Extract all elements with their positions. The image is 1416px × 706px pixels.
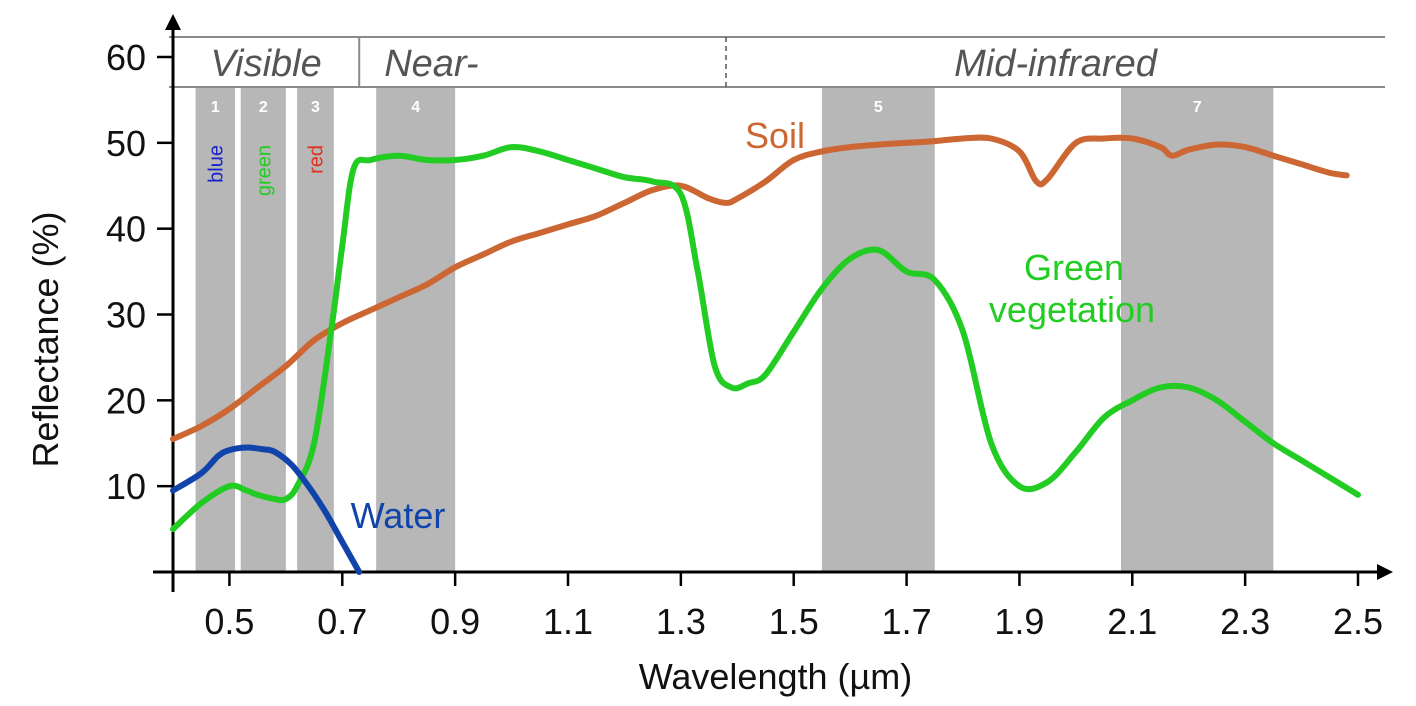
band-4-column <box>376 87 456 572</box>
y-axis-title: Reflectance (%) <box>25 211 66 467</box>
band-7-number: 7 <box>1193 99 1202 116</box>
chart-series <box>170 134 1361 575</box>
y-axis-arrow-icon <box>165 14 181 30</box>
region-label-3: Mid-infrared <box>954 43 1159 85</box>
x-tick-label: 2.3 <box>1220 601 1270 642</box>
band-5-column <box>821 87 935 572</box>
x-tick-label: 0.7 <box>317 601 367 642</box>
band-2-color-label: green <box>253 145 275 196</box>
series-line-water <box>170 444 363 575</box>
band-3-number: 3 <box>311 99 320 116</box>
x-tick-label: 1.9 <box>994 601 1044 642</box>
spectral-region-header: Visible Near- Mid-infrared <box>169 36 1385 88</box>
y-tick-label: 30 <box>106 295 146 336</box>
y-tick-label: 60 <box>106 37 146 78</box>
band-3-color-label: red <box>305 145 327 174</box>
y-tick-label: 50 <box>106 123 146 164</box>
region-label-2: Near- <box>384 43 478 85</box>
x-axis-arrow-icon <box>1377 564 1393 580</box>
band-4-number: 4 <box>411 99 420 116</box>
y-tick-label: 40 <box>106 209 146 250</box>
x-tick-label: 0.9 <box>430 601 480 642</box>
band-2-number: 2 <box>259 99 268 116</box>
y-tick-label: 20 <box>106 380 146 421</box>
x-tick-label: 1.3 <box>656 601 706 642</box>
x-tick-label: 0.5 <box>204 601 254 642</box>
x-tick-label: 2.1 <box>1107 601 1157 642</box>
series-line-soil <box>170 134 1350 442</box>
series-line-green-vegetation <box>170 143 1361 533</box>
band-7-column <box>1121 87 1274 572</box>
x-tick-label: 2.5 <box>1333 601 1383 642</box>
series-label-green: Green <box>1024 247 1124 288</box>
region-label-1: Visible <box>210 43 321 85</box>
x-tick-label: 1.1 <box>543 601 593 642</box>
band-1-color-label: blue <box>205 145 227 183</box>
x-tick-label: 1.7 <box>882 601 932 642</box>
band-5-number: 5 <box>874 99 883 116</box>
x-axis-title: Wavelength (µm) <box>639 656 912 697</box>
y-tick-label: 10 <box>106 466 146 507</box>
series-label-soil: Soil <box>745 115 805 156</box>
series-label-water: Water <box>351 495 446 536</box>
x-tick-label: 1.5 <box>769 601 819 642</box>
band-1-number: 1 <box>211 99 220 116</box>
chart-axes: 0.5 0.7 0.9 1.1 1.3 1.5 1.7 1.9 2.1 2.3 2.5 10 20 30 4… <box>25 14 1393 697</box>
series-label-vegetation: vegetation <box>989 289 1155 330</box>
